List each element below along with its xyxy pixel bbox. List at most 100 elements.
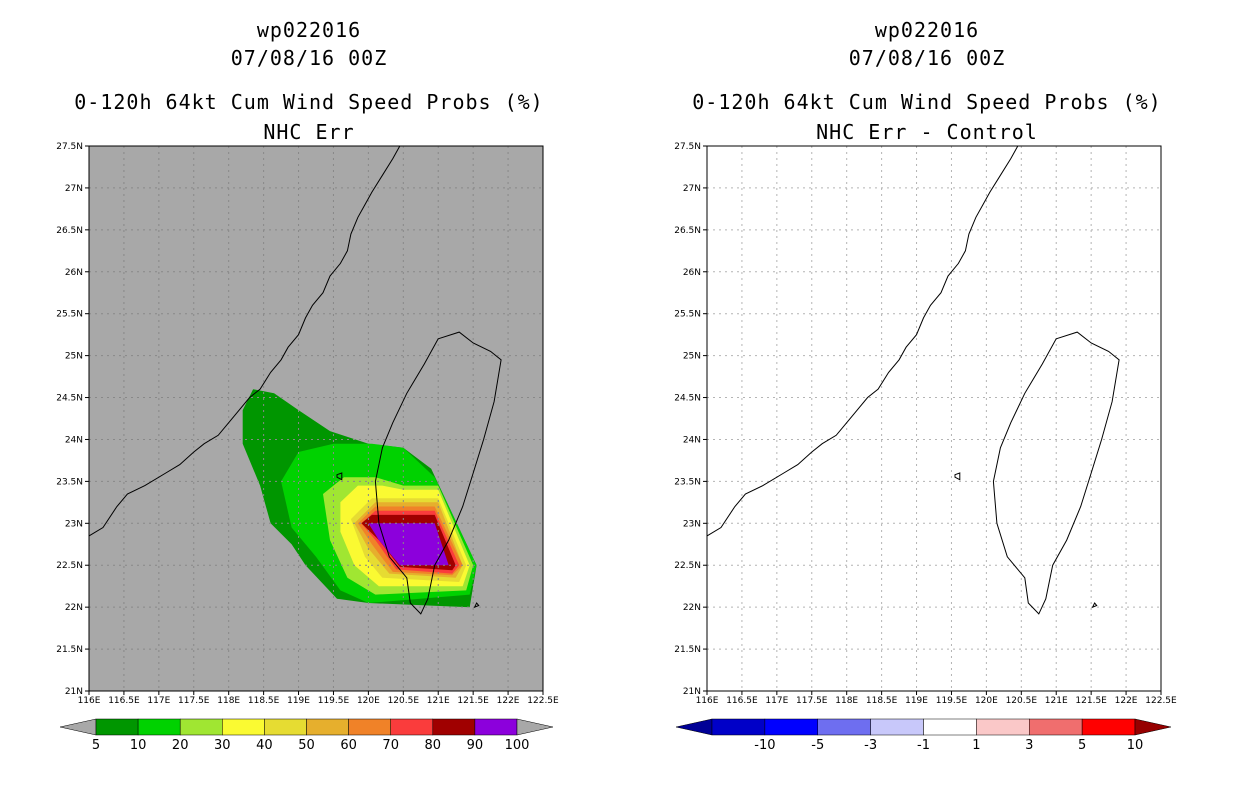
lat-label: 23N: [683, 519, 701, 529]
lon-label: 121E: [427, 696, 450, 706]
lon-label: 120.5E: [1006, 696, 1038, 706]
lat-label: 24N: [65, 435, 83, 445]
lat-label: 22N: [65, 603, 83, 613]
lon-label: 117E: [765, 696, 788, 706]
colorbar-swatch: [817, 718, 871, 736]
lon-label: 121.5E: [1075, 696, 1107, 706]
left-panel: wp022016 07/08/16 00Z 0-120h 64kt Cum Wi…: [56, 18, 559, 753]
lon-label: 121.5E: [457, 696, 489, 706]
left-title-product: 0-120h 64kt Cum Wind Speed Probs (%): [74, 90, 544, 114]
lon-label: 122E: [497, 696, 520, 706]
coastline-china: [706, 145, 1019, 537]
lon-label: 120.5E: [388, 696, 420, 706]
lat-label: 27N: [683, 184, 701, 194]
lon-label: 117.5E: [178, 696, 210, 706]
lon-label: 120E: [975, 696, 998, 706]
island-outline: [336, 472, 343, 481]
left-title-storm-id: wp022016: [256, 18, 362, 42]
lat-label: 24.5N: [674, 394, 701, 404]
left-map: 27.5N 27N 26.5N 26N 25.5N 25N 24.5N 24N 23.5N 23N…: [56, 142, 559, 753]
left-title-date: 07/08/16 00Z: [230, 46, 388, 70]
colorbar-label: 5: [92, 738, 100, 753]
lat-label: 22N: [683, 603, 701, 613]
lon-label: 122.5E: [1145, 696, 1177, 706]
lat-label: 21N: [683, 687, 701, 697]
colorbar-swatch: [222, 718, 265, 736]
lat-label: 25N: [65, 352, 83, 362]
colorbar-label: 60: [340, 738, 357, 753]
lat-label: 21N: [65, 687, 83, 697]
colorbar-swatch: [348, 718, 391, 736]
lat-label: 22.5N: [674, 561, 701, 571]
colorbar-swatch: [923, 718, 977, 736]
colorbar-label: 20: [172, 738, 189, 753]
map-frame: [706, 145, 1162, 692]
lon-label: 121E: [1045, 696, 1068, 706]
colorbar-label: 50: [298, 738, 315, 753]
lat-label: 26N: [65, 268, 83, 278]
map-frame: [88, 145, 544, 692]
lat-label: 26.5N: [56, 226, 83, 236]
colorbar-swatch: [474, 718, 518, 736]
lon-label: 116.5E: [108, 696, 140, 706]
lon-label: 116.5E: [726, 696, 758, 706]
colorbar-under-arrow: [675, 718, 713, 736]
map-background: [89, 146, 543, 691]
lat-label: 23.5N: [674, 477, 701, 487]
lon-label: 117.5E: [796, 696, 828, 706]
lon-label: 119E: [905, 696, 928, 706]
coastline-taiwan: [992, 331, 1120, 615]
colorbar-swatch: [137, 718, 181, 736]
colorbar-swatch: [95, 718, 139, 736]
colorbar-label: 90: [467, 738, 484, 753]
colorbar-label: 80: [425, 738, 442, 753]
lat-label: 21.5N: [674, 645, 701, 655]
lon-label: 119.5E: [318, 696, 350, 706]
colorbar-swatch: [179, 718, 223, 736]
colorbar-label: 5: [1078, 738, 1086, 753]
colorbar-swatch: [264, 718, 307, 736]
right-title-subtitle: NHC Err - Control: [816, 120, 1038, 144]
island-outline: [473, 602, 480, 609]
coastline-china: [88, 145, 401, 537]
lat-label: 24N: [683, 435, 701, 445]
colorbar-swatch: [976, 718, 1030, 736]
right-title-date: 07/08/16 00Z: [848, 46, 1006, 70]
lon-label: 118E: [835, 696, 858, 706]
lon-label: 120E: [357, 696, 380, 706]
colorbar-swatch: [711, 718, 766, 736]
colorbar-swatch: [1081, 718, 1136, 736]
colorbar-label: 70: [382, 738, 399, 753]
lon-label: 122E: [1115, 696, 1138, 706]
island-outline: [954, 472, 961, 481]
lon-label: 118.5E: [866, 696, 898, 706]
right-title-product: 0-120h 64kt Cum Wind Speed Probs (%): [692, 90, 1162, 114]
right-map: 27.5N 27N 26.5N 26N 25.5N 25N 24.5N 24N 23.5N 23N…: [674, 142, 1177, 753]
colorbar-over-arrow: [1134, 718, 1172, 736]
colorbar-swatch: [870, 718, 924, 736]
lat-label: 25N: [683, 352, 701, 362]
lat-label: 25.5N: [56, 310, 83, 320]
lat-label: 26.5N: [674, 226, 701, 236]
island-outline: [1091, 602, 1098, 609]
lon-label: 122.5E: [527, 696, 559, 706]
lat-label: 27.5N: [674, 142, 701, 152]
colorbar-label: 1: [972, 738, 980, 753]
lat-label: 25.5N: [674, 310, 701, 320]
lon-label: 116E: [78, 696, 101, 706]
colorbar-label: 10: [1127, 738, 1144, 753]
lon-label: 119E: [287, 696, 310, 706]
lon-label: 119.5E: [936, 696, 968, 706]
colorbar-label: 3: [1025, 738, 1033, 753]
lat-label: 22.5N: [56, 561, 83, 571]
colorbar-swatch: [1029, 718, 1083, 736]
lat-label: 21.5N: [56, 645, 83, 655]
lat-label: 27N: [65, 184, 83, 194]
lon-label: 116E: [696, 696, 719, 706]
colorbar-under-arrow: [59, 718, 97, 736]
lon-label: 117E: [147, 696, 170, 706]
colorbar-label: -5: [811, 738, 824, 753]
right-panel: wp022016 07/08/16 00Z 0-120h 64kt Cum Wi…: [618, 0, 1236, 800]
lat-label: 23.5N: [56, 477, 83, 487]
lat-label: 26N: [683, 268, 701, 278]
